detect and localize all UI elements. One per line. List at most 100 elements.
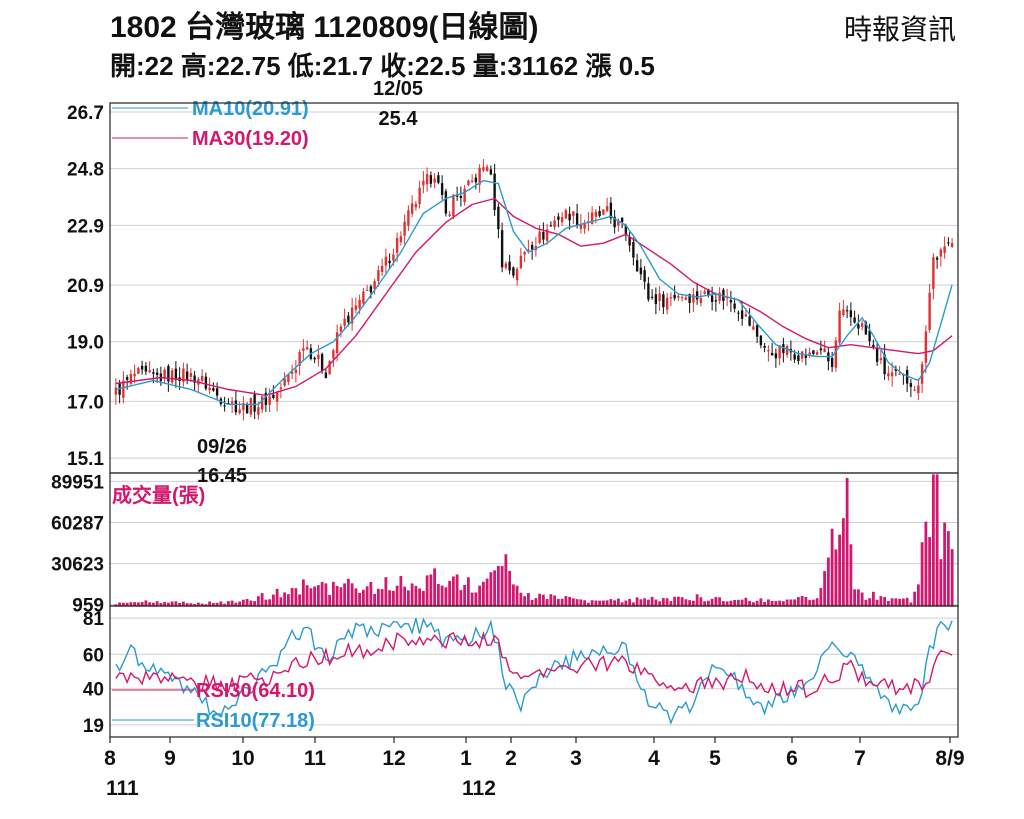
volume-bar [418, 588, 422, 606]
candle-body [823, 348, 826, 353]
candle-body [493, 173, 496, 210]
candle-body [519, 255, 523, 269]
volume-bar [729, 600, 733, 606]
volume-bar [718, 597, 722, 606]
volume-bar [778, 600, 782, 606]
candle-body [305, 347, 309, 350]
volume-bar [800, 595, 804, 606]
price-tick-label: 19.0 [67, 333, 104, 354]
volume-bar [301, 579, 305, 606]
volume-bar [421, 590, 425, 606]
candle-body [234, 400, 238, 413]
volume-bar [234, 602, 238, 606]
volume-bar [620, 602, 624, 606]
volume-bar [324, 583, 328, 606]
volume-bar [669, 600, 673, 606]
volume-bar [916, 584, 920, 606]
volume-bar [155, 601, 159, 606]
volume-bar [500, 566, 504, 606]
volume-bar [369, 581, 373, 606]
candle-body [864, 322, 868, 335]
volume-bar [706, 600, 710, 606]
tick-labels: 26.724.822.920.919.017.015.1899516028730… [51, 103, 964, 800]
candle-body [778, 345, 781, 359]
volume-bar [193, 603, 197, 606]
volume-bar [429, 574, 433, 606]
volume-bar [463, 584, 467, 606]
volume-bar [568, 596, 572, 606]
candle-body [279, 387, 283, 390]
candle-body [568, 213, 571, 221]
candle-body [718, 292, 721, 301]
volume-tick-label: 959 [72, 596, 104, 617]
candle-body [467, 180, 470, 186]
candle-body [737, 312, 740, 314]
volume-bar [466, 577, 470, 606]
volume-bar [133, 602, 137, 606]
volume-bar [613, 600, 617, 606]
volume-bar [478, 585, 482, 606]
volume-bar [808, 600, 812, 606]
volume-bar [403, 586, 407, 606]
month-label: 8 [104, 747, 116, 770]
rsi-panel: RSI30(64.10) RSI10(77.18) [112, 617, 953, 732]
volume-bar [913, 591, 917, 606]
legend-label: MA30(19.20) [192, 128, 309, 150]
candle-body [215, 388, 219, 396]
month-label: 10 [231, 747, 254, 770]
candle-body [673, 294, 676, 299]
volume-legend-label: 成交量(張) [112, 483, 205, 507]
volume-bar [241, 599, 245, 606]
candle-body [767, 349, 770, 352]
volume-bar [144, 600, 148, 606]
volume-bar [684, 599, 688, 606]
price-tick-label: 24.8 [67, 160, 104, 181]
volume-bar [556, 598, 560, 606]
price-tick-label: 15.1 [67, 449, 104, 470]
candle-body [932, 257, 935, 289]
volume-bar [181, 601, 185, 606]
volume-bar [406, 590, 410, 606]
candle-body [553, 220, 556, 228]
month-label: 3 [570, 747, 582, 770]
candle-body [373, 281, 376, 290]
candle-body [917, 385, 920, 394]
volume-bar [871, 591, 875, 606]
volume-bar [763, 601, 767, 606]
candle-body [410, 203, 414, 214]
candle-body [455, 195, 459, 197]
candle-body [785, 346, 789, 355]
volume-bar [211, 602, 215, 606]
volume-bar [841, 518, 845, 606]
volume-bar [346, 578, 350, 606]
volume-bar [928, 537, 932, 606]
year-label: 111 [106, 777, 139, 800]
volume-bar [710, 598, 714, 606]
candle-body [223, 405, 226, 407]
volume-bar [631, 602, 635, 606]
candle-body [763, 345, 766, 348]
rsi-tick-label: 40 [83, 680, 104, 701]
volume-bar [725, 601, 729, 606]
volume-bar [598, 600, 602, 606]
candle-body [268, 396, 271, 405]
volume-bar [860, 592, 864, 606]
volume-bar [830, 528, 834, 606]
month-label: 2 [505, 747, 517, 770]
volume-bar [868, 598, 872, 606]
volume-bar [230, 600, 234, 606]
volume-bar [215, 602, 219, 606]
axes [109, 102, 959, 743]
volume-bar [136, 602, 140, 606]
candle-body [677, 296, 680, 298]
volume-bar [849, 544, 853, 606]
candle-body [114, 387, 118, 395]
candle-body [512, 267, 515, 276]
volume-bar [770, 600, 774, 606]
candle-body [362, 291, 365, 304]
candle-body [407, 210, 410, 226]
candle-body [452, 194, 455, 217]
candle-body [339, 326, 343, 332]
volume-bar [268, 599, 272, 606]
